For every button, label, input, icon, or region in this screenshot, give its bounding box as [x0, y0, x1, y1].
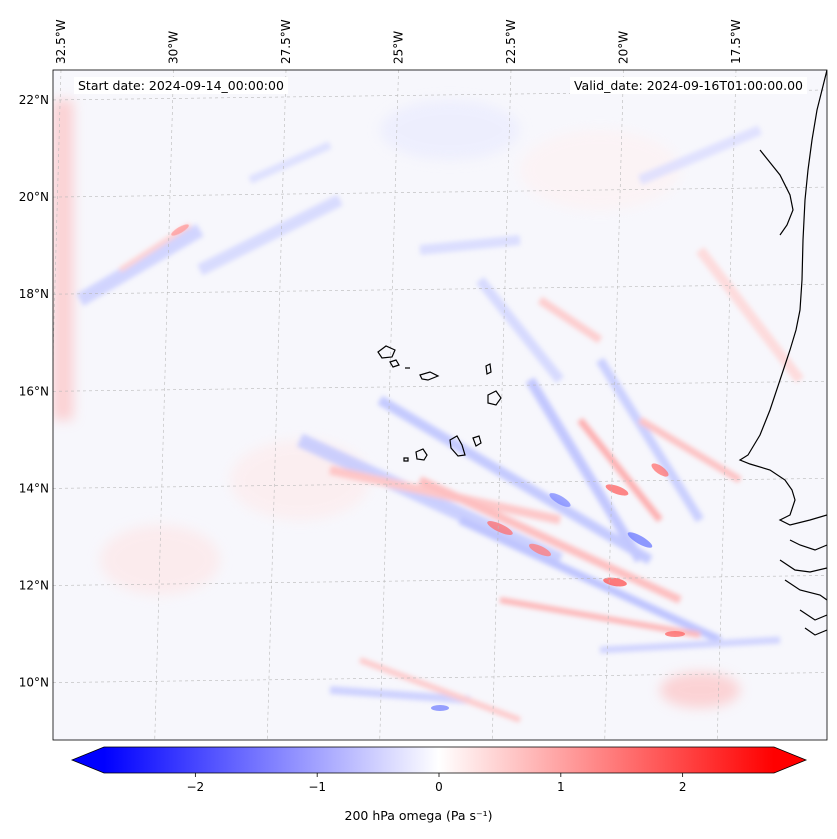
meridian-line: [716, 70, 737, 740]
latitude-label: 18°N: [19, 287, 49, 301]
latitude-tick-labels: 22°N 20°N 18°N 16°N 14°N 12°N 10°N: [19, 93, 49, 690]
coastline: [377, 70, 827, 636]
longitude-label: 17.5°W: [729, 19, 743, 64]
longitude-label: 32.5°W: [54, 19, 68, 64]
meridian-line: [379, 70, 399, 740]
meridian-line: [491, 70, 512, 740]
valid-date-label: Valid_date: 2024-09-16T01:00:00.00: [569, 77, 807, 94]
longitude-label: 25°W: [392, 31, 406, 64]
gridlines: [53, 70, 827, 740]
meridian-line: [604, 70, 624, 740]
start-date-label: Start date: 2024-09-14_00:00:00: [74, 77, 288, 94]
meridian-line: [266, 70, 287, 740]
omega-field: [53, 100, 804, 723]
latitude-label: 14°N: [19, 481, 49, 495]
latitude-label: 22°N: [19, 93, 49, 107]
latitude-label: 20°N: [19, 190, 49, 204]
latitude-label: 12°N: [19, 578, 49, 592]
longitude-label: 27.5°W: [279, 19, 293, 64]
latitude-label: 16°N: [19, 384, 49, 398]
longitude-label: 22.5°W: [504, 19, 518, 64]
longitude-tick-labels: 32.5°W 30°W 27.5°W 25°W 22.5°W 20°W 17.5°W: [54, 19, 743, 64]
meridian-line: [154, 70, 174, 740]
colorbar-label: 200 hPa omega (Pa s⁻¹): [344, 808, 493, 823]
longitude-label: 20°W: [617, 31, 631, 64]
map-frame: [52, 69, 828, 741]
longitude-label: 30°W: [167, 31, 181, 64]
latitude-label: 10°N: [19, 676, 49, 690]
